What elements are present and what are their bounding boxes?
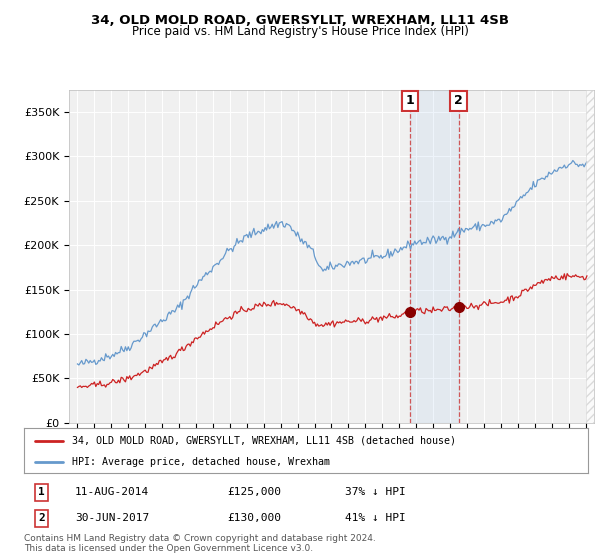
Text: Price paid vs. HM Land Registry's House Price Index (HPI): Price paid vs. HM Land Registry's House …: [131, 25, 469, 38]
Text: 34, OLD MOLD ROAD, GWERSYLLT, WREXHAM, LL11 4SB (detached house): 34, OLD MOLD ROAD, GWERSYLLT, WREXHAM, L…: [72, 436, 456, 446]
Text: 30-JUN-2017: 30-JUN-2017: [75, 514, 149, 524]
Text: £125,000: £125,000: [227, 487, 281, 497]
Text: 2: 2: [454, 94, 463, 108]
Text: 37% ↓ HPI: 37% ↓ HPI: [346, 487, 406, 497]
Text: 11-AUG-2014: 11-AUG-2014: [75, 487, 149, 497]
Text: 1: 1: [38, 487, 45, 497]
Bar: [410, 90, 458, 423]
Text: 1: 1: [406, 94, 414, 108]
Text: 34, OLD MOLD ROAD, GWERSYLLT, WREXHAM, LL11 4SB: 34, OLD MOLD ROAD, GWERSYLLT, WREXHAM, L…: [91, 14, 509, 27]
Text: £130,000: £130,000: [227, 514, 281, 524]
Text: HPI: Average price, detached house, Wrexham: HPI: Average price, detached house, Wrex…: [72, 457, 330, 467]
Text: 41% ↓ HPI: 41% ↓ HPI: [346, 514, 406, 524]
Text: Contains HM Land Registry data © Crown copyright and database right 2024.
This d: Contains HM Land Registry data © Crown c…: [24, 534, 376, 553]
Text: 2: 2: [38, 514, 45, 524]
